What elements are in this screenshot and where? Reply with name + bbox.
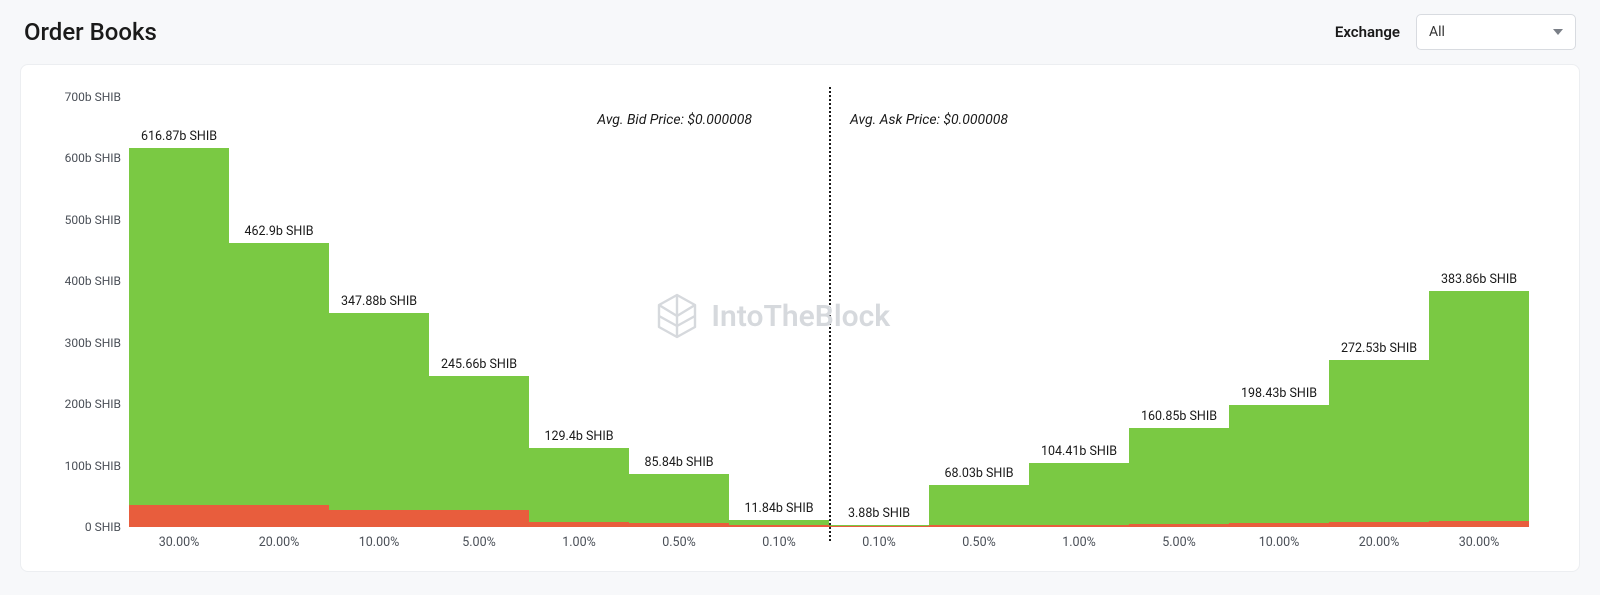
ask-bar: 3.88b SHIB0.10%: [829, 97, 929, 527]
bar-green-segment: [529, 448, 629, 527]
bar-green-segment: [129, 148, 229, 527]
ask-bar: 198.43b SHIB10.00%: [1229, 97, 1329, 527]
x-axis-tick-label: 30.00%: [159, 535, 200, 550]
chevron-down-icon: [1553, 29, 1563, 35]
bid-bar: 347.88b SHIB10.00%: [329, 97, 429, 527]
bar-red-segment: [1429, 521, 1529, 527]
y-axis-tick-label: 0 SHIB: [85, 520, 129, 534]
bar-value-label: 462.9b SHIB: [244, 224, 313, 239]
x-axis-tick-label: 20.00%: [259, 535, 300, 550]
bar-value-label: 160.85b SHIB: [1141, 409, 1217, 424]
ask-bar: 68.03b SHIB0.50%: [929, 97, 1029, 527]
bar-green-segment: [629, 474, 729, 527]
bar-green-segment: [1429, 291, 1529, 527]
bar-green-segment: [929, 485, 1029, 527]
bar-green-segment: [329, 313, 429, 527]
exchange-filter: Exchange All: [1335, 14, 1576, 50]
x-axis-tick-label: 1.00%: [1062, 535, 1096, 550]
bid-bar: 462.9b SHIB20.00%: [229, 97, 329, 527]
bid-bar: 245.66b SHIB5.00%: [429, 97, 529, 527]
bar-red-segment: [329, 510, 429, 527]
y-axis-tick-label: 700b SHIB: [65, 90, 129, 104]
chart-area: 0 SHIB 100b SHIB 200b SHIB 300b SHIB 400b SH…: [49, 87, 1551, 561]
page-title: Order Books: [24, 18, 157, 46]
bar-value-label: 3.88b SHIB: [848, 506, 910, 521]
bid-bar: 616.87b SHIB30.00%: [129, 97, 229, 527]
bar-value-label: 347.88b SHIB: [341, 294, 417, 309]
bar-green-segment: [1329, 360, 1429, 527]
y-axis-tick-label: 200b SHIB: [65, 397, 129, 411]
bar-red-segment: [929, 525, 1029, 527]
exchange-label: Exchange: [1335, 23, 1400, 41]
y-axis-tick-label: 100b SHIB: [65, 459, 129, 473]
x-axis-tick-label: 20.00%: [1359, 535, 1400, 550]
y-axis-tick-label: 600b SHIB: [65, 151, 129, 165]
x-axis-tick-label: 5.00%: [1162, 535, 1196, 550]
bar-green-segment: [229, 243, 329, 527]
bar-red-segment: [629, 523, 729, 527]
y-axis-tick-label: 500b SHIB: [65, 213, 129, 227]
x-axis-tick-label: 0.10%: [762, 535, 796, 550]
bid-bar: 11.84b SHIB0.10%: [729, 97, 829, 527]
bar-red-segment: [829, 526, 929, 527]
exchange-select-value: All: [1429, 24, 1445, 40]
bar-value-label: 616.87b SHIB: [141, 129, 217, 144]
bar-green-segment: [429, 376, 529, 527]
bar-value-label: 104.41b SHIB: [1041, 444, 1117, 459]
x-axis-tick-label: 10.00%: [1259, 535, 1300, 550]
bar-red-segment: [1129, 524, 1229, 527]
ask-bar: 104.41b SHIB1.00%: [1029, 97, 1129, 527]
x-axis-tick-label: 0.10%: [862, 535, 896, 550]
exchange-select[interactable]: All: [1416, 14, 1576, 50]
bar-red-segment: [429, 510, 529, 527]
x-axis-tick-label: 1.00%: [562, 535, 596, 550]
x-axis-tick-label: 5.00%: [462, 535, 496, 550]
bar-red-segment: [529, 522, 629, 527]
x-axis-tick-label: 30.00%: [1459, 535, 1500, 550]
bar-value-label: 11.84b SHIB: [744, 501, 813, 516]
bid-bar: 85.84b SHIB0.50%: [629, 97, 729, 527]
bid-bar: 129.4b SHIB1.00%: [529, 97, 629, 527]
chart-card: 0 SHIB 100b SHIB 200b SHIB 300b SHIB 400b SH…: [20, 64, 1580, 572]
ask-bar: 272.53b SHIB20.00%: [1329, 97, 1429, 527]
x-axis-tick-label: 0.50%: [662, 535, 696, 550]
ask-bar: 160.85b SHIB5.00%: [1129, 97, 1229, 527]
bar-red-segment: [1329, 522, 1429, 527]
bar-red-segment: [1229, 523, 1329, 527]
bar-value-label: 129.4b SHIB: [544, 429, 613, 444]
x-axis-tick-label: 0.50%: [962, 535, 996, 550]
header: Order Books Exchange All: [20, 14, 1580, 50]
ask-bar: 383.86b SHIB30.00%: [1429, 97, 1529, 527]
bar-red-segment: [129, 505, 229, 527]
bar-red-segment: [229, 505, 329, 527]
bar-value-label: 272.53b SHIB: [1341, 341, 1417, 356]
bar-red-segment: [729, 525, 829, 527]
bar-green-segment: [1029, 463, 1129, 527]
bar-value-label: 245.66b SHIB: [441, 357, 517, 372]
plot-box: 0 SHIB100b SHIB200b SHIB300b SHIB400b SH…: [129, 97, 1529, 527]
x-axis-tick-label: 10.00%: [359, 535, 400, 550]
bar-red-segment: [1029, 525, 1129, 527]
y-axis-tick-label: 400b SHIB: [65, 274, 129, 288]
bar-value-label: 198.43b SHIB: [1241, 386, 1317, 401]
bar-green-segment: [1129, 428, 1229, 527]
bar-value-label: 68.03b SHIB: [944, 466, 1013, 481]
bar-green-segment: [1229, 405, 1329, 527]
y-axis-tick-label: 300b SHIB: [65, 336, 129, 350]
bar-value-label: 383.86b SHIB: [1441, 272, 1517, 287]
bar-value-label: 85.84b SHIB: [644, 455, 713, 470]
